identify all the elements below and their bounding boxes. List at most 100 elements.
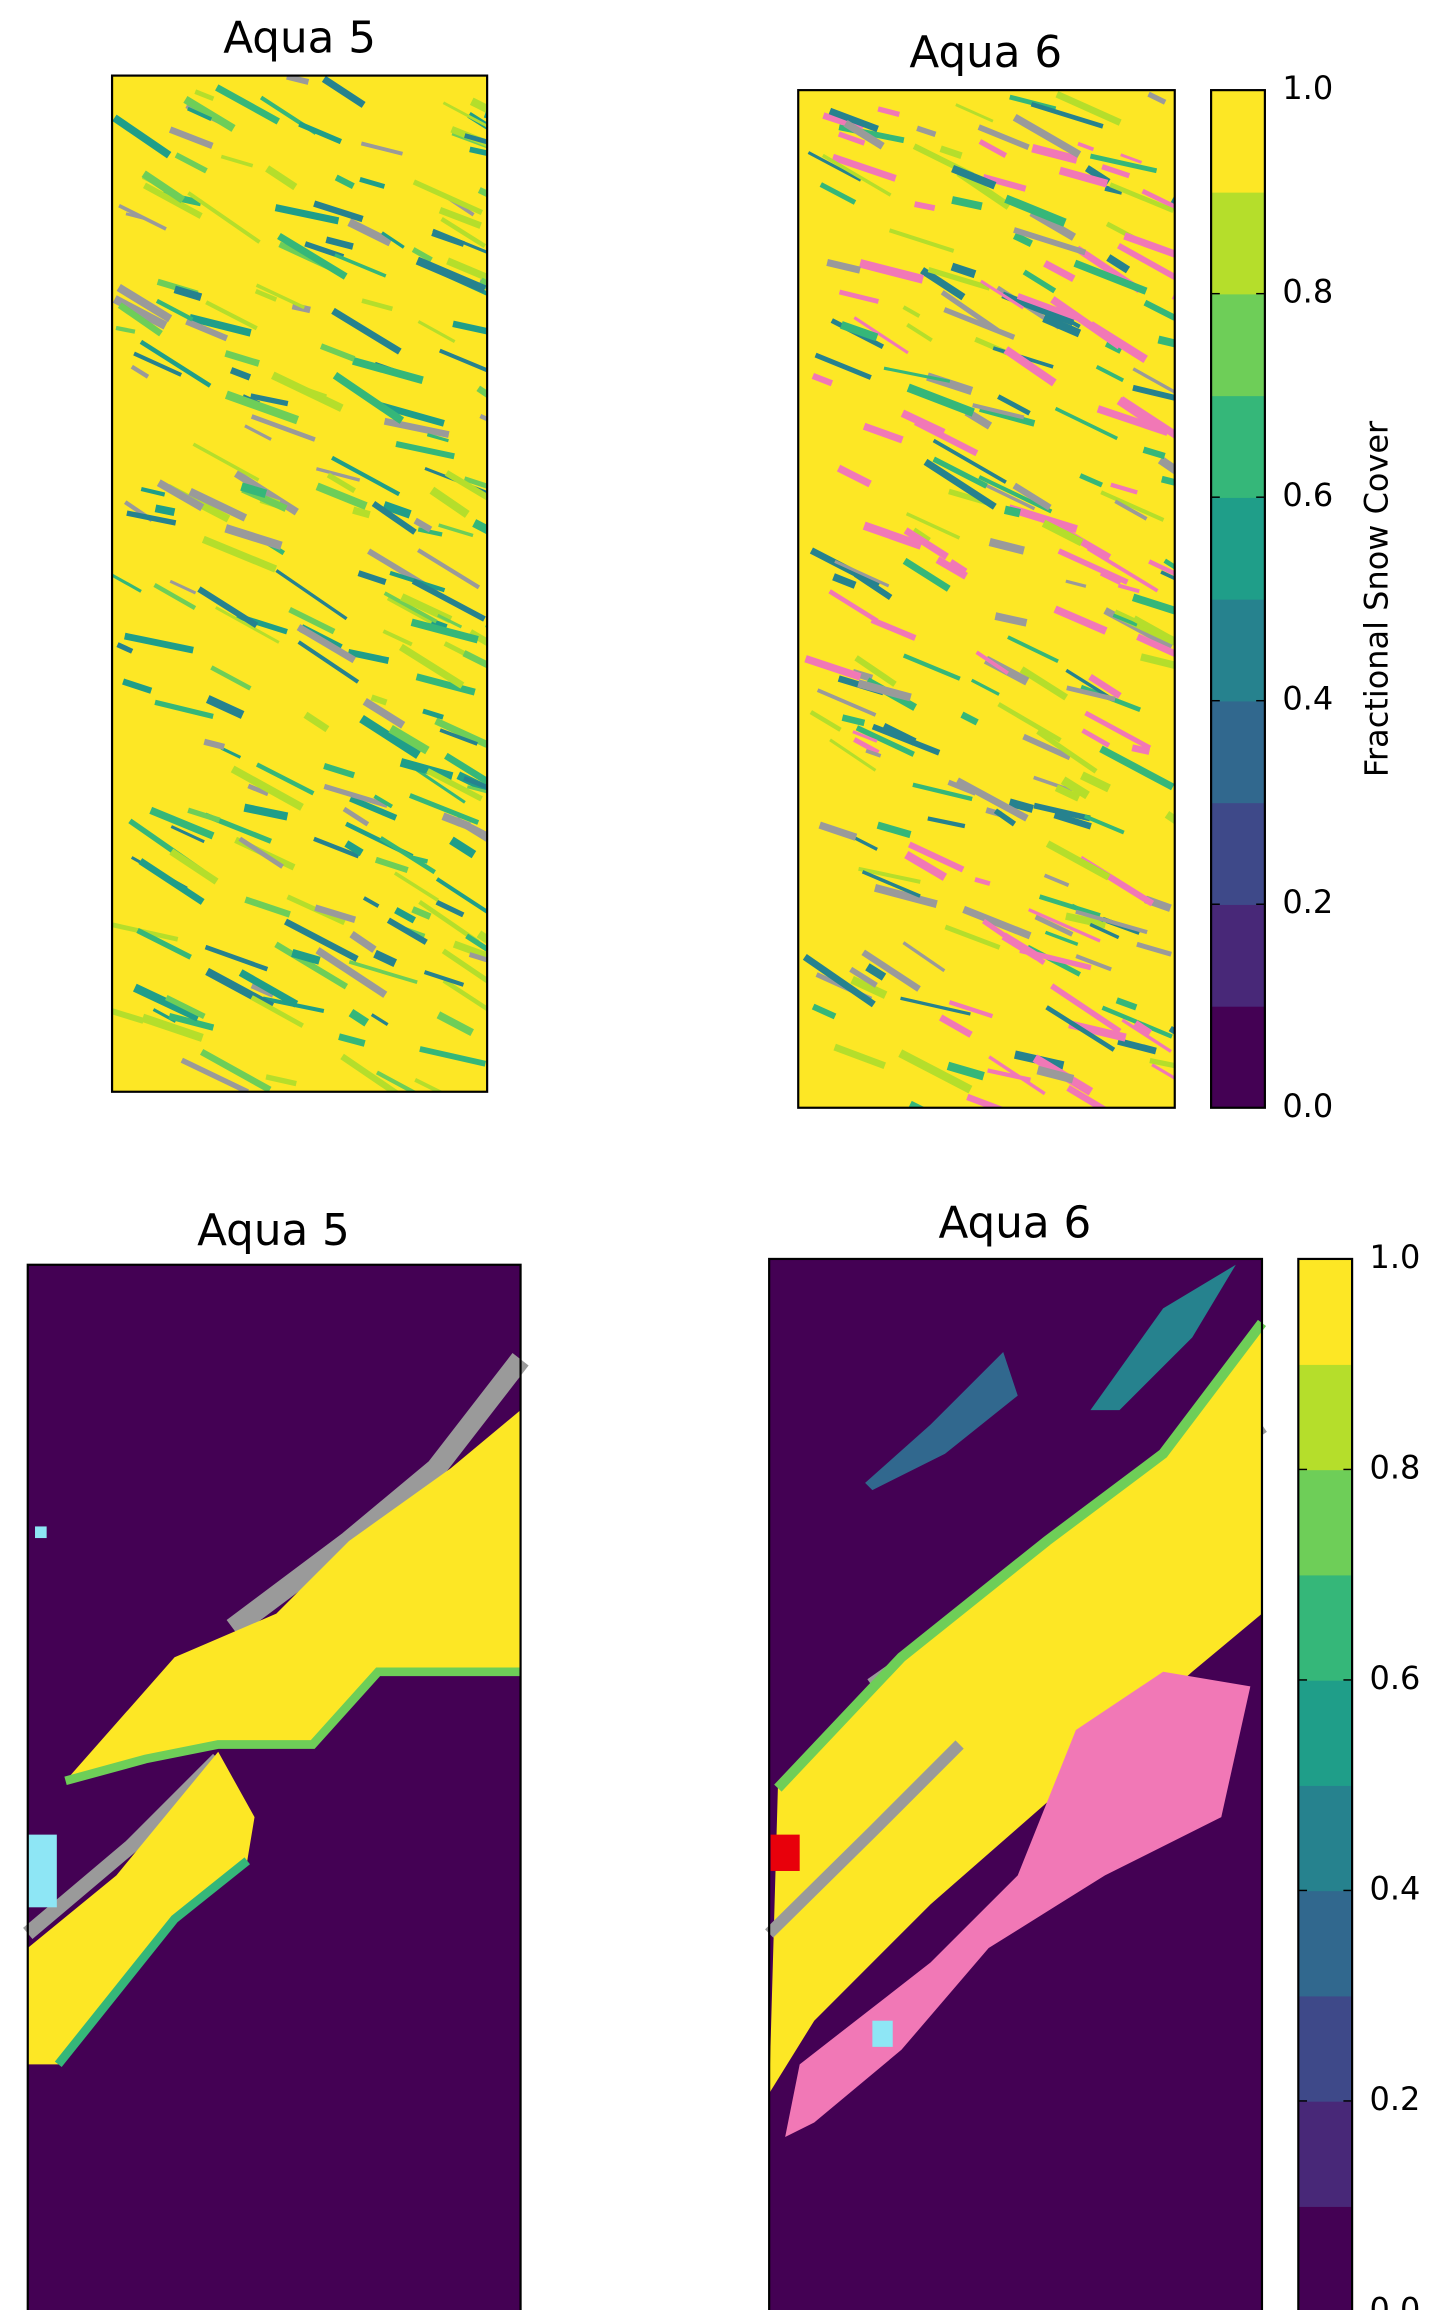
colorbar-tick-label: 0.0 xyxy=(1282,1087,1333,1125)
map-texture xyxy=(904,851,948,881)
map-texture xyxy=(987,1068,1031,1082)
map-texture xyxy=(1079,473,1103,488)
map-texture xyxy=(362,697,406,729)
map-texture xyxy=(180,1057,250,1092)
map-texture xyxy=(140,486,166,497)
map-texture xyxy=(1045,840,1111,881)
map-texture xyxy=(902,653,961,681)
map-texture xyxy=(1036,729,1098,774)
map-texture xyxy=(950,262,977,279)
map-texture xyxy=(988,538,1025,555)
colorbar-segment xyxy=(1211,191,1265,295)
map-texture xyxy=(429,486,470,518)
map-texture xyxy=(314,904,357,923)
map-texture xyxy=(410,618,479,644)
map-texture xyxy=(347,218,393,247)
colorbar-segment xyxy=(1298,1890,1353,1997)
map-texture xyxy=(142,182,203,219)
map-panel xyxy=(798,90,1175,1108)
map-texture xyxy=(444,470,488,501)
colorbar-segment xyxy=(1298,1995,1353,2102)
colorbar-tick-label: 1.0 xyxy=(1282,69,1333,107)
map-texture xyxy=(446,257,488,282)
map-texture xyxy=(194,89,215,102)
map-texture xyxy=(978,139,1008,158)
map-texture xyxy=(371,500,417,535)
map-texture xyxy=(444,752,488,786)
map-texture xyxy=(828,107,879,133)
map-texture xyxy=(155,298,194,322)
map-texture xyxy=(204,944,269,972)
colorbar-segment xyxy=(1211,904,1265,1007)
map-texture xyxy=(826,258,861,274)
map-texture xyxy=(262,996,325,1013)
map-texture xyxy=(370,694,388,706)
map-texture xyxy=(811,1003,837,1020)
map-texture xyxy=(203,738,225,750)
map-texture xyxy=(1117,583,1140,594)
map-texture xyxy=(133,351,183,377)
map-texture xyxy=(1160,475,1175,486)
colorbar-tick-label: 0.4 xyxy=(1282,680,1333,718)
map-texture xyxy=(932,438,1007,484)
map-texture xyxy=(136,928,192,960)
map-texture xyxy=(265,1074,297,1087)
map-texture xyxy=(156,479,205,512)
map-texture xyxy=(362,896,380,908)
map-texture xyxy=(187,191,261,244)
map-texture xyxy=(935,556,968,580)
map-texture xyxy=(347,648,390,664)
map-texture xyxy=(484,624,488,628)
map-texture xyxy=(410,855,429,864)
colorbar-tick-label: 0.0 xyxy=(1370,2290,1421,2310)
map-texture xyxy=(1084,710,1152,751)
map-texture xyxy=(229,367,252,381)
map-texture xyxy=(173,285,203,301)
map-texture xyxy=(381,231,405,249)
map-texture xyxy=(902,941,946,973)
map-texture xyxy=(1034,914,1074,937)
map-texture xyxy=(1028,908,1101,943)
map-texture xyxy=(438,523,474,538)
map-texture xyxy=(951,164,997,190)
map-texture xyxy=(1114,499,1148,521)
map-texture xyxy=(435,899,465,918)
colorbar-segment xyxy=(1298,1574,1353,1681)
map-texture xyxy=(224,390,300,425)
map-texture xyxy=(370,1013,389,1027)
map-texture xyxy=(865,749,882,758)
map-texture xyxy=(1041,519,1084,547)
map-texture xyxy=(908,1100,926,1108)
map-texture xyxy=(315,482,368,510)
map-texture xyxy=(464,133,488,145)
colorbar-segment xyxy=(1211,700,1265,804)
map-texture xyxy=(382,629,413,647)
map-texture xyxy=(321,75,366,108)
map-texture xyxy=(374,856,409,874)
map-texture xyxy=(903,527,949,560)
map-texture xyxy=(201,535,278,573)
map-texture xyxy=(394,907,416,924)
map-texture xyxy=(431,230,465,247)
map-texture xyxy=(819,182,857,205)
map-texture xyxy=(247,783,269,797)
colorbar-segment xyxy=(1298,2100,1353,2207)
colorbar-label: Fractional Snow Cover xyxy=(1357,420,1395,777)
map-texture xyxy=(946,1061,985,1081)
map-texture xyxy=(197,586,259,629)
map-texture xyxy=(1112,613,1138,627)
map-texture xyxy=(1057,548,1129,585)
map-texture xyxy=(265,165,298,191)
map-texture xyxy=(465,933,488,953)
map-texture xyxy=(440,217,487,249)
map-texture xyxy=(348,960,418,985)
map-texture xyxy=(192,442,260,482)
map-texture xyxy=(422,708,444,720)
map-texture xyxy=(1132,1020,1153,1037)
map-texture xyxy=(186,106,213,121)
map-texture xyxy=(141,1013,204,1042)
map-texture xyxy=(240,482,268,498)
map-texture xyxy=(116,284,173,323)
map-texture xyxy=(463,776,488,790)
